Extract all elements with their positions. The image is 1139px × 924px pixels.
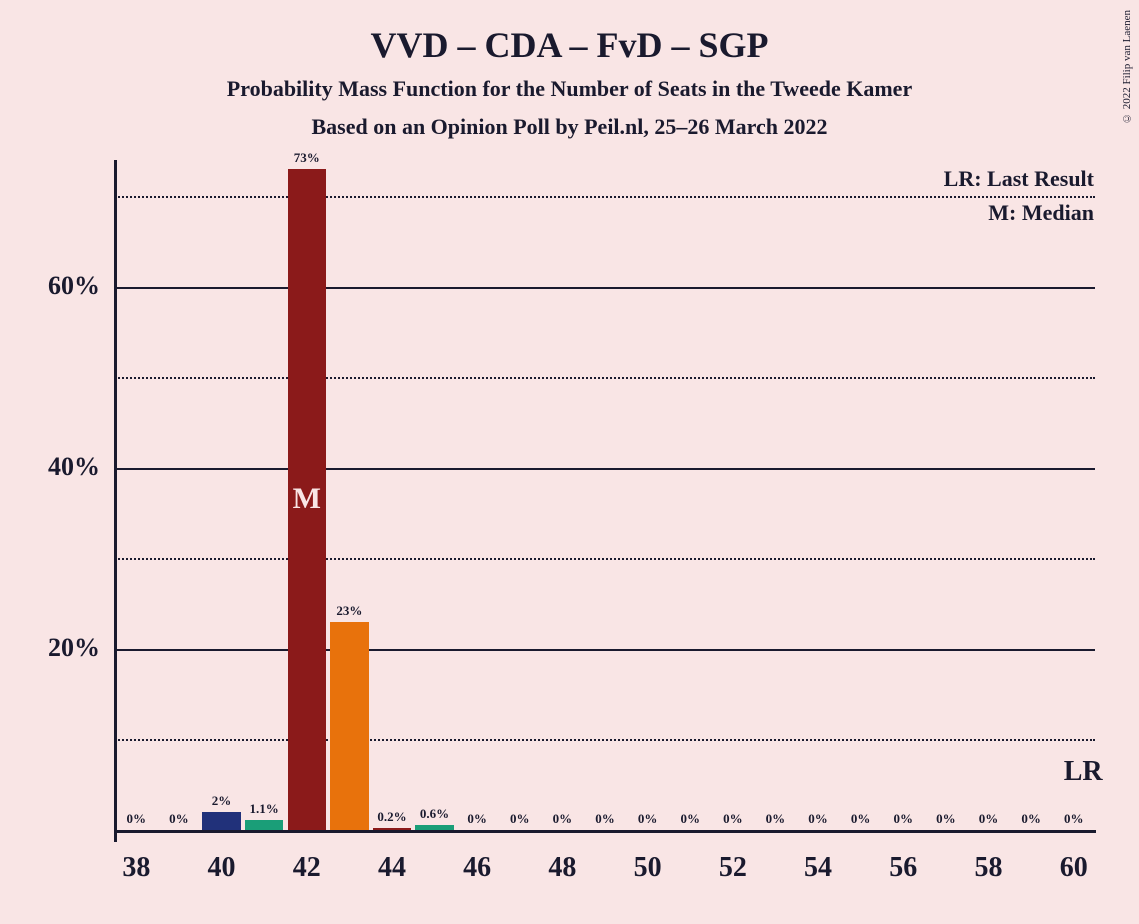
bar-label: 0%: [626, 811, 669, 827]
bar: [202, 812, 240, 830]
x-tick-label: 38: [96, 852, 176, 884]
y-tick-label: 20%: [20, 633, 100, 663]
x-tick-label: 40: [182, 852, 262, 884]
bar-label: 23%: [328, 603, 371, 619]
gridline-minor: [115, 196, 1095, 198]
chart-subtitle-1: Probability Mass Function for the Number…: [0, 76, 1139, 102]
bar: [245, 820, 283, 830]
lr-marker: LR: [1064, 756, 1103, 788]
x-tick-label: 46: [437, 852, 517, 884]
bar-label: 0%: [1052, 811, 1095, 827]
bar-label: 0%: [498, 811, 541, 827]
bar: [415, 825, 453, 830]
bar-label: 0%: [882, 811, 925, 827]
x-tick-label: 48: [522, 852, 602, 884]
chart-title: VVD – CDA – FvD – SGP: [0, 24, 1139, 66]
x-tick-label: 42: [267, 852, 347, 884]
x-tick-label: 56: [863, 852, 943, 884]
x-tick-label: 52: [693, 852, 773, 884]
bar-label: 0%: [967, 811, 1010, 827]
chart-canvas: VVD – CDA – FvD – SGP Probability Mass F…: [0, 0, 1139, 924]
x-tick-label: 50: [608, 852, 688, 884]
x-axis: [114, 830, 1096, 833]
x-tick-label: 54: [778, 852, 858, 884]
bar-label: 0%: [584, 811, 627, 827]
plot-area: 20%40%60%0%0%2%1.1%M73%23%0.2%0.6%0%0%0%…: [115, 160, 1095, 830]
bar-label: 0%: [669, 811, 712, 827]
bar-label: 0%: [797, 811, 840, 827]
bar-label: 0%: [456, 811, 499, 827]
bar-label: 0%: [115, 811, 158, 827]
median-marker: M: [288, 482, 326, 516]
y-axis: [114, 160, 117, 842]
bar: [330, 622, 368, 830]
chart-subtitle-2: Based on an Opinion Poll by Peil.nl, 25–…: [0, 114, 1139, 140]
bar-label: 0%: [925, 811, 968, 827]
bar-label: 2%: [200, 793, 243, 809]
gridline-minor: [115, 558, 1095, 560]
bar-label: 0%: [158, 811, 201, 827]
x-tick-label: 60: [1034, 852, 1114, 884]
y-tick-label: 40%: [20, 452, 100, 482]
bar-label: 0%: [712, 811, 755, 827]
gridline-minor: [115, 739, 1095, 741]
bar-label: 0%: [839, 811, 882, 827]
copyright-text: © 2022 Filip van Laenen: [1121, 10, 1133, 124]
bar-label: 1.1%: [243, 801, 286, 817]
gridline-minor: [115, 377, 1095, 379]
y-tick-label: 60%: [20, 271, 100, 301]
bar-label: 0%: [754, 811, 797, 827]
bar-label: 0.2%: [371, 809, 414, 825]
bar: [373, 828, 411, 830]
bar-label: 0.6%: [413, 806, 456, 822]
gridline-major: [115, 468, 1095, 470]
bar-label: 73%: [285, 150, 328, 166]
bar-label: 0%: [1010, 811, 1053, 827]
bar-label: 0%: [541, 811, 584, 827]
gridline-major: [115, 287, 1095, 289]
gridline-major: [115, 649, 1095, 651]
x-tick-label: 44: [352, 852, 432, 884]
x-tick-label: 58: [948, 852, 1028, 884]
